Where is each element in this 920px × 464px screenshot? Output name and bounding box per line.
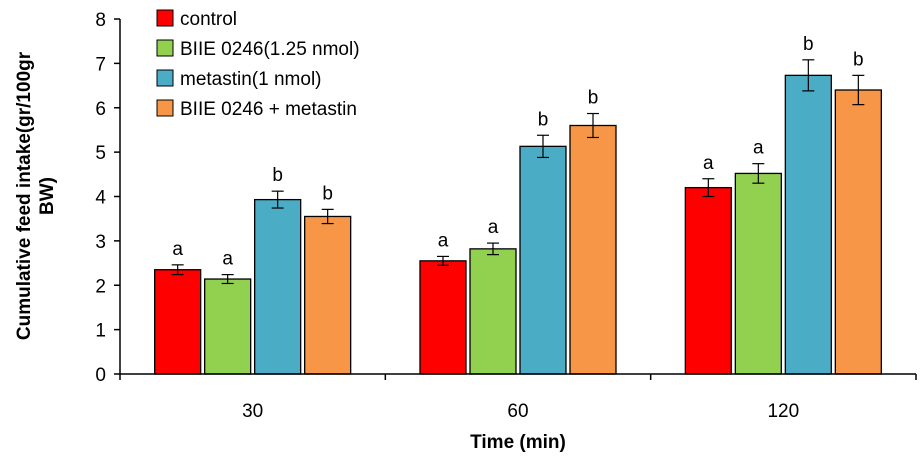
significance-label: a — [703, 153, 714, 174]
bar — [304, 215, 352, 375]
x-tick-label: 60 — [507, 401, 528, 422]
y-tick-label: 5 — [95, 143, 106, 164]
y-tick-label: 4 — [95, 188, 106, 209]
legend-swatch — [156, 39, 174, 57]
bar — [469, 248, 517, 375]
y-tick-label: 6 — [95, 99, 106, 120]
significance-label: a — [753, 138, 764, 159]
axes: 0 1 2 3 4 5 6 7 8 30 60 120 — [95, 10, 917, 422]
legend-label: metastin(1 nmol) — [180, 69, 322, 90]
legend: control BIIE 0246(1.25 nmol) metastin(1 nm… — [156, 9, 360, 120]
legend-swatch — [156, 9, 174, 27]
y-axis-title-line: BW) — [37, 177, 58, 215]
significance-label: b — [538, 109, 549, 130]
bar — [784, 74, 832, 375]
significance-label: a — [222, 249, 233, 270]
significance-label: a — [488, 217, 499, 238]
y-axis-title: Cumulative feed intake(gr/100gr BW) — [14, 51, 58, 340]
bar — [254, 198, 302, 375]
y-tick-label: 3 — [95, 232, 106, 253]
bar — [734, 172, 782, 375]
bar — [419, 260, 467, 375]
legend-swatch — [156, 69, 174, 87]
significance-label: b — [803, 34, 814, 55]
y-axis-title-line: Cumulative feed intake(gr/100gr — [14, 51, 35, 340]
y-tick-label: 0 — [95, 365, 106, 386]
significance-label: a — [172, 239, 183, 260]
bar — [204, 278, 252, 375]
legend-label: control — [180, 9, 237, 30]
legend-label: BIIE 0246 + metastin — [180, 99, 357, 120]
bar — [684, 186, 732, 375]
y-tick-label: 8 — [95, 10, 106, 31]
significance-label: a — [438, 230, 449, 251]
significance-label: b — [853, 49, 864, 70]
bar-series: a a a a a a b b b b b b — [154, 34, 882, 375]
legend-swatch — [156, 99, 174, 117]
legend-label: BIIE 0246(1.25 nmol) — [180, 39, 360, 60]
bar — [569, 124, 617, 375]
significance-label: b — [588, 88, 599, 109]
bar — [834, 89, 882, 375]
significance-label: b — [322, 183, 333, 204]
x-tick-label: 120 — [767, 401, 799, 422]
bar — [154, 269, 202, 375]
y-tick-label: 2 — [95, 276, 106, 297]
x-axis-title: Time (min) — [470, 432, 566, 453]
bar — [519, 145, 567, 375]
significance-label: b — [272, 165, 283, 186]
y-tick-label: 1 — [95, 321, 106, 342]
x-tick-label: 30 — [242, 401, 263, 422]
y-axis-title-text: Cumulative feed intake(gr/100gr BW) — [14, 51, 58, 340]
y-tick-label: 7 — [95, 54, 106, 75]
